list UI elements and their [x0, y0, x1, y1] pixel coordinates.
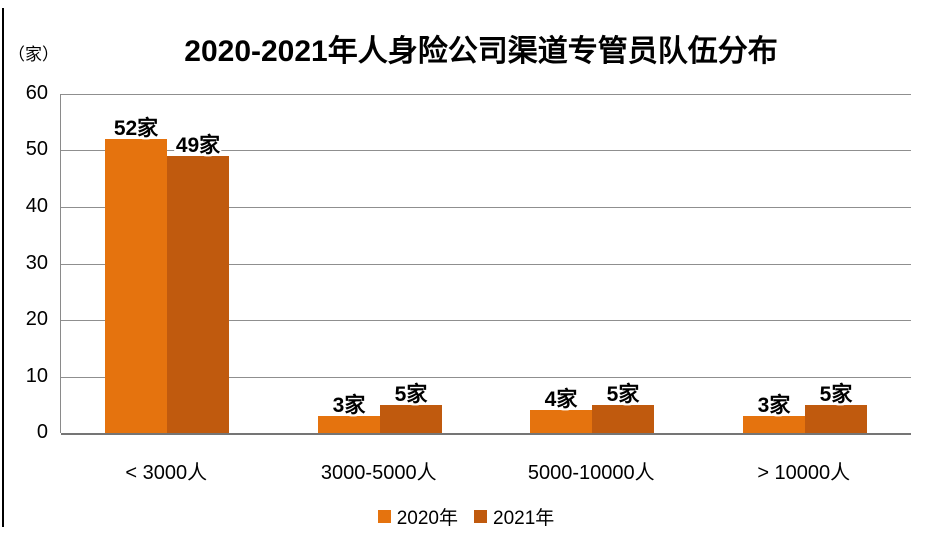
gridline — [61, 207, 911, 208]
bar-data-label: 3家 — [757, 394, 791, 417]
gridline — [61, 320, 911, 321]
gridline — [61, 150, 911, 151]
legend-label: 2021年 — [493, 508, 555, 529]
y-axis-tick-label: 30 — [25, 252, 48, 274]
bar-2021年-> 10000人 — [805, 405, 867, 433]
bar-data-label: 5家 — [606, 383, 640, 406]
gridline — [61, 377, 911, 378]
bar-data-label: 52家 — [113, 117, 159, 140]
y-axis-tick-label: 60 — [25, 82, 48, 104]
x-axis-category-label: 5000-10000人 — [527, 462, 655, 484]
chart-title: 2020-2021年人身险公司渠道专管员队伍分布 — [184, 35, 778, 68]
x-axis-line — [61, 433, 911, 435]
legend-item-2021年: 2021年 — [474, 503, 554, 530]
bar-data-label: 3家 — [332, 394, 366, 417]
bar-data-label: 5家 — [394, 383, 428, 406]
legend: 2020年 2021年 — [0, 503, 932, 530]
legend-item-2020年: 2020年 — [377, 503, 458, 530]
bar-data-label: 49家 — [175, 134, 221, 157]
y-axis-unit-label: （家） — [8, 45, 59, 64]
plot-area: 52家 49家 3家 5家 4家 5家 3家 5家 — [60, 94, 911, 435]
bar-data-label: 5家 — [819, 383, 853, 406]
bar-2021年-< 3000人 — [167, 156, 229, 433]
bar-2021年-5000-10000人 — [592, 405, 654, 433]
y-axis-tick-label: 20 — [25, 308, 48, 330]
x-axis-category-label: 3000-5000人 — [320, 462, 437, 484]
legend-swatch — [377, 510, 391, 523]
legend-swatch — [474, 510, 487, 523]
bar-2021年-3000-5000人 — [380, 405, 442, 433]
gridline — [61, 94, 911, 95]
y-axis-tick-label: 50 — [25, 138, 48, 160]
legend-label: 2020年 — [396, 508, 458, 529]
bar-2020年-5000-10000人 — [530, 410, 592, 433]
bar-2020年-< 3000人 — [105, 139, 167, 433]
bar-2020年-3000-5000人 — [318, 416, 380, 433]
x-axis-category-label: > 10000人 — [757, 462, 851, 484]
bar-data-label: 4家 — [544, 388, 578, 411]
gridline — [61, 264, 911, 265]
y-axis-tick-label: 10 — [25, 365, 48, 387]
y-axis-tick-label: 0 — [36, 421, 48, 443]
y-axis-tick-label: 40 — [25, 195, 48, 217]
x-axis-category-label: < 3000人 — [125, 462, 208, 484]
bar-2020年-> 10000人 — [743, 416, 805, 433]
page-left-border — [2, 8, 4, 527]
